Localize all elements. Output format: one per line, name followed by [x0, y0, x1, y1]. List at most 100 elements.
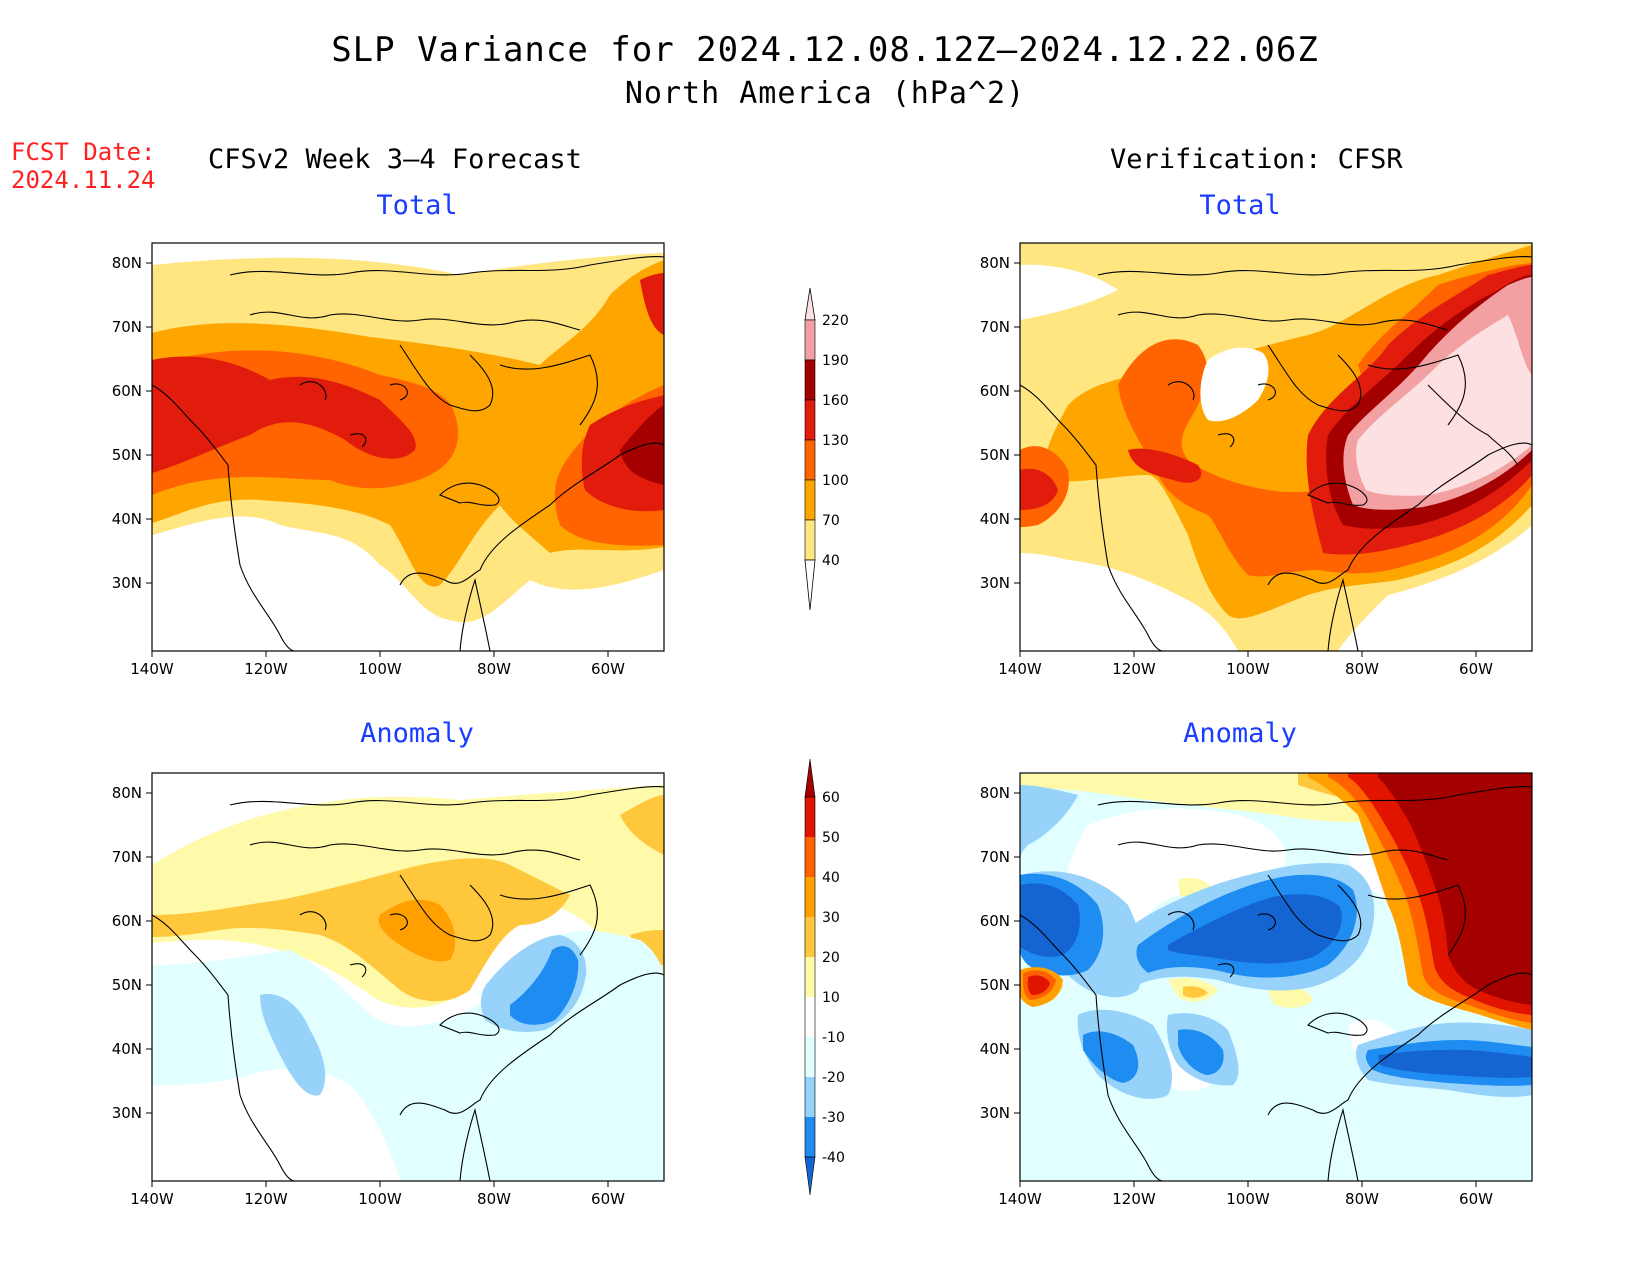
right-column-header: Verification: CFSR [1110, 144, 1403, 175]
colorbar-total-band-70-100 [804, 479, 816, 521]
colorbar-anomaly-label-n10: -10 [822, 1030, 845, 1046]
lon-label-60: 60W [591, 660, 625, 678]
lat-label-60: 60N [980, 382, 1010, 400]
lat-label-30: 30N [980, 1104, 1010, 1122]
lat-label-80: 80N [112, 254, 142, 272]
coastline [152, 786, 664, 1181]
lon-label-60: 60W [1459, 1190, 1493, 1208]
lon-label-80: 80W [1345, 660, 1379, 678]
lon-label-120: 120W [244, 660, 288, 678]
colorbar-total-label-220: 220 [822, 313, 849, 329]
colorbar-total-band-160-190 [804, 359, 816, 401]
lon-label-140: 140W [998, 660, 1042, 678]
contour-band-none [1020, 264, 1269, 422]
lat-label-80: 80N [980, 254, 1010, 272]
lat-label-30: 30N [112, 574, 142, 592]
lat-label-80: 80N [980, 784, 1010, 802]
colorbar-anomaly-label-50: 50 [822, 830, 840, 846]
colorbar-anomaly-label-10: 10 [822, 990, 840, 1006]
colorbar-anomaly-band-n40-n30 [805, 1117, 815, 1157]
main-subtitle: North America (hPa^2) [624, 76, 1026, 111]
contour-band-50 [1027, 773, 1532, 1015]
coastline [1020, 256, 1532, 651]
map-verification-anomaly: 80N 70N 60N 50N 40N 30N 140W 120W 100W 8… [980, 772, 1533, 1208]
contour-band-n20 [260, 935, 587, 1096]
lat-label-40: 40N [980, 1040, 1010, 1058]
colorbar-total: 220 190 160 130 100 70 40 [804, 287, 849, 611]
colorbar-anomaly-top-arrow [804, 758, 816, 798]
colorbar-anomaly-band-20-30 [805, 917, 815, 957]
colorbar-anomaly-label-20: 20 [822, 950, 840, 966]
contour-band-220 [1355, 315, 1532, 496]
forecast-date-value: 2024.11.24 [11, 166, 156, 194]
colorbar-anomaly-label-60: 60 [822, 790, 840, 806]
lon-label-80: 80W [477, 660, 511, 678]
colorbar-anomaly-bottom-arrow [804, 1156, 816, 1196]
colorbar-total-band-130-160 [804, 399, 816, 441]
lat-ticks [146, 262, 609, 657]
forecast-date: FCST Date: 2024.11.24 [11, 138, 156, 194]
lat-label-30: 30N [112, 1104, 142, 1122]
colorbar-anomaly-band-n30-n20 [805, 1077, 815, 1117]
lat-label-40: 40N [980, 510, 1010, 528]
lon-label-100: 100W [1226, 660, 1270, 678]
lat-label-60: 60N [112, 912, 142, 930]
lon-label-100: 100W [358, 1190, 402, 1208]
panel-label-verification-total: Total [1199, 190, 1281, 221]
coastline [152, 256, 664, 651]
lon-label-120: 120W [244, 1190, 288, 1208]
colorbar-total-label-130: 130 [822, 433, 849, 449]
colorbar-total-bottom-arrow [804, 559, 816, 611]
lat-label-60: 60N [112, 382, 142, 400]
colorbar-anomaly-label-n20: -20 [822, 1070, 845, 1086]
colorbar-anomaly: 60 50 40 30 20 10 -10 -20 -30 -40 [804, 758, 845, 1196]
main-title: SLP Variance for 2024.12.08.12Z–2024.12.… [331, 30, 1319, 70]
contour-band-0 [1063, 808, 1438, 1092]
lon-label-140: 140W [130, 1190, 174, 1208]
contour-band-20 [152, 795, 664, 1002]
colorbar-total-band-40-70 [804, 519, 816, 561]
lat-label-40: 40N [112, 1040, 142, 1058]
lon-label-140: 140W [130, 660, 174, 678]
colorbar-anomaly-band-50-60 [805, 797, 815, 837]
lat-label-70: 70N [112, 848, 142, 866]
lat-label-80: 80N [112, 784, 142, 802]
lat-label-70: 70N [980, 848, 1010, 866]
map-forecast-total: 80N 70N 60N 50N 40N 30N 140W 120W 100W 8… [112, 242, 665, 678]
colorbar-total-label-190: 190 [822, 353, 849, 369]
colorbar-anomaly-label-40: 40 [822, 870, 840, 886]
lon-label-100: 100W [1226, 1190, 1270, 1208]
colorbar-total-label-70: 70 [822, 513, 840, 529]
colorbar-anomaly-band-10-20 [805, 957, 815, 997]
forecast-date-label: FCST Date: [11, 138, 156, 166]
colorbar-total-band-190-220 [804, 319, 816, 361]
lon-label-100: 100W [358, 660, 402, 678]
contour-band-30 [378, 899, 456, 962]
colorbar-anomaly-band-30-40 [805, 877, 815, 917]
map-verification-total: 80N 70N 60N 50N 40N 30N 140W 120W 100W 8… [980, 242, 1533, 678]
colorbar-anomaly-label-30: 30 [822, 910, 840, 926]
lat-label-50: 50N [112, 446, 142, 464]
lon-label-120: 120W [1112, 660, 1156, 678]
lat-label-60: 60N [980, 912, 1010, 930]
lon-label-60: 60W [591, 1190, 625, 1208]
colorbar-anomaly-label-n40: -40 [822, 1150, 845, 1166]
left-column-header: CFSv2 Week 3–4 Forecast [208, 144, 582, 175]
contour-band-n30 [510, 946, 579, 1025]
lon-label-140: 140W [998, 1190, 1042, 1208]
lon-label-120: 120W [1112, 1190, 1156, 1208]
colorbar-anomaly-band-40-50 [805, 837, 815, 877]
lon-label-60: 60W [1459, 660, 1493, 678]
panel-label-forecast-total: Total [376, 190, 458, 221]
lat-label-70: 70N [112, 318, 142, 336]
panel-label-forecast-anomaly: Anomaly [360, 718, 474, 749]
colorbar-anomaly-label-n30: -30 [822, 1110, 845, 1126]
colorbar-total-label-160: 160 [822, 393, 849, 409]
contour-band-60 [1378, 773, 1532, 1005]
colorbar-anomaly-band-n20-n10 [805, 1037, 815, 1077]
contour-band-130 [152, 273, 664, 512]
lon-label-80: 80W [1345, 1190, 1379, 1208]
lat-label-30: 30N [980, 574, 1010, 592]
colorbar-total-top-arrow [804, 287, 816, 321]
lat-label-50: 50N [112, 976, 142, 994]
